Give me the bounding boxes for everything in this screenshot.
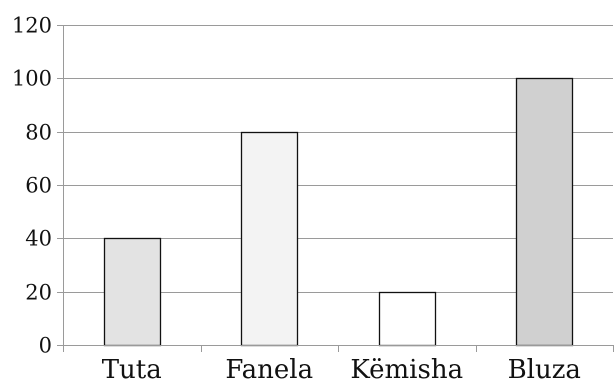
y-tick-label-120: 120 xyxy=(12,14,52,38)
bar-tuta xyxy=(103,237,162,347)
labels-layer: 0 20 40 60 80 100 120 Tuta Fanela Këmisha Bluza xyxy=(12,14,581,385)
y-tick-label-20: 20 xyxy=(25,281,52,305)
x-tick-label-3: Bluza xyxy=(508,355,581,385)
x-tick-label-1: Fanela xyxy=(225,355,313,385)
bars-layer xyxy=(103,77,574,347)
y-tick-label-80: 80 xyxy=(25,121,52,145)
y-tick-label-0: 0 xyxy=(39,334,52,358)
bar-bluza xyxy=(515,77,574,347)
bar-fanela xyxy=(240,131,299,347)
y-tick-label-40: 40 xyxy=(25,227,52,251)
x-tick-label-0: Tuta xyxy=(102,355,162,385)
axis-layer xyxy=(57,25,614,352)
y-tick-label-100: 100 xyxy=(12,67,52,91)
x-tick-label-2: Këmisha xyxy=(350,355,463,385)
bar-këmisha xyxy=(378,291,437,347)
y-tick-label-60: 60 xyxy=(25,174,52,198)
